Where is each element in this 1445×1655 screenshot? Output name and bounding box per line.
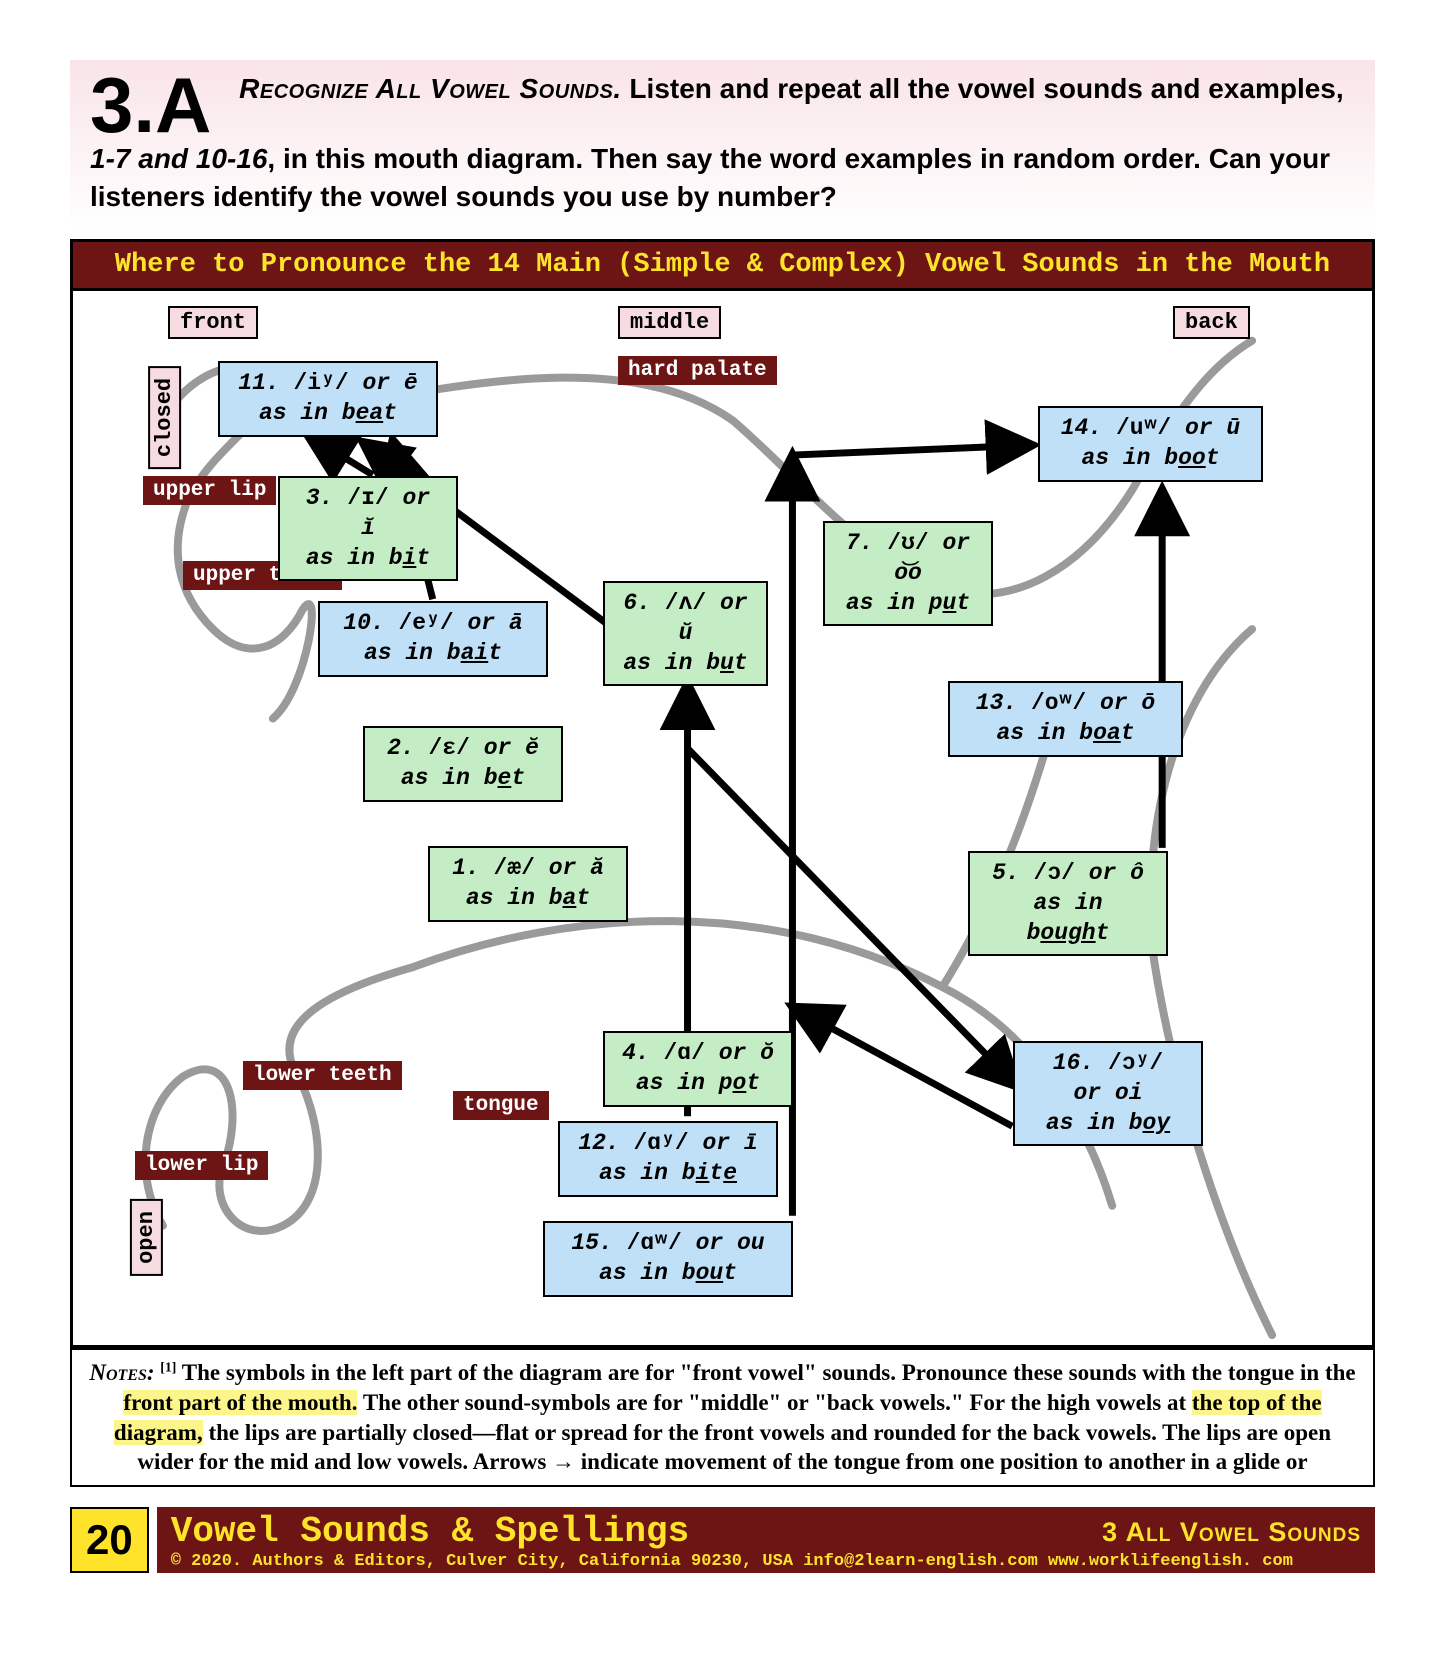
anatomy-label: lower lip — [135, 1151, 268, 1180]
notes-t3: the lips are partially closed—flat or sp… — [137, 1420, 1331, 1475]
notes-t2: The other sound-symbols are for "middle"… — [363, 1390, 1192, 1415]
notes-title: Notes: — [89, 1360, 154, 1385]
notes-t1: The symbols in the left part of the diag… — [182, 1360, 1356, 1385]
anatomy-label: upper lip — [143, 476, 276, 505]
mouth-diagram: front middle back closed open hard palate uppe… — [70, 288, 1375, 1348]
vowel-box-v3: 3. /ɪ/ or ĭas in bit — [278, 476, 458, 582]
footer-copyright: © 2020. Authors & Editors, Culver City, … — [171, 1552, 1361, 1571]
footer-title: Vowel Sounds & Spellings — [171, 1511, 689, 1552]
header-lead: Recognize All Vowel Sounds. — [239, 73, 621, 104]
position-label-closed: closed — [148, 366, 181, 469]
section-number: 3.A — [90, 70, 211, 140]
vowel-box-v10: 10. /eʸ/ or āas in bait — [318, 601, 548, 677]
vowel-box-v15: 15. /ɑʷ/ or ouas in bout — [543, 1221, 793, 1297]
header-body-2: , in this mouth diagram. Then say the wo… — [90, 143, 1330, 212]
vowel-box-v2: 2. /ɛ/ or ĕas in bet — [363, 726, 563, 802]
anatomy-label: tongue — [453, 1091, 549, 1120]
vowel-box-v11: 11. /iʸ/ or ēas in beat — [218, 361, 438, 437]
position-label-open: open — [130, 1199, 163, 1276]
footer-bar: Vowel Sounds & Spellings 3 All Vowel Sou… — [157, 1507, 1375, 1573]
header-range: 1-7 and 10-16 — [90, 143, 267, 174]
vowel-box-v4: 4. /ɑ/ or ŏas in pot — [603, 1031, 793, 1107]
page-root: 3.A Recognize All Vowel Sounds. Listen a… — [0, 0, 1445, 1603]
diagram-title-bar: Where to Pronounce the 14 Main (Simple &… — [70, 239, 1375, 288]
notes-sup: [1] — [160, 1359, 176, 1374]
page-number: 20 — [70, 1507, 149, 1573]
vowel-box-v5: 5. /ɔ/ or ôas inbought — [968, 851, 1168, 957]
footer-section: 3 All Vowel Sounds — [1102, 1517, 1361, 1548]
vowel-box-v14: 14. /uʷ/ or ūas in boot — [1038, 406, 1263, 482]
header-body-1: Listen and repeat all the vowel sounds a… — [622, 73, 1344, 104]
notes-box: Notes: [1] The symbols in the left part … — [70, 1348, 1375, 1488]
position-label-middle: middle — [618, 306, 721, 339]
vowel-box-v7: 7. /ʊ/ or o͝oas in put — [823, 521, 993, 627]
anatomy-label: lower teeth — [243, 1061, 402, 1090]
position-label-back: back — [1173, 306, 1250, 339]
vowel-box-v6: 6. /ʌ/ or ŭas in but — [603, 581, 768, 687]
header-block: 3.A Recognize All Vowel Sounds. Listen a… — [70, 60, 1375, 231]
vowel-box-v1: 1. /æ/ or ăas in bat — [428, 846, 628, 922]
position-label-front: front — [168, 306, 258, 339]
anatomy-label: hard palate — [618, 356, 777, 385]
notes-hl1: front part of the mouth. — [123, 1390, 357, 1415]
footer-row: 20 Vowel Sounds & Spellings 3 All Vowel … — [70, 1507, 1375, 1573]
vowel-box-v13: 13. /oʷ/ or ōas in boat — [948, 681, 1183, 757]
vowel-box-v16: 16. /ɔʸ/or oias in boy — [1013, 1041, 1203, 1147]
vowel-box-v12: 12. /ɑʸ/ or īas in bite — [558, 1121, 778, 1197]
